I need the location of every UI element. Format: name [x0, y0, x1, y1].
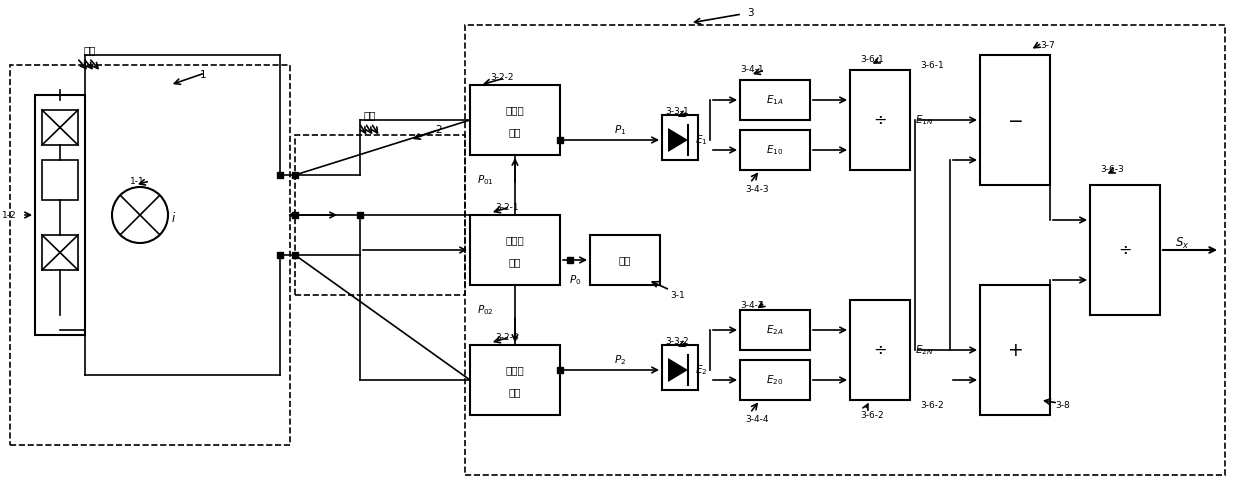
FancyBboxPatch shape: [980, 55, 1050, 185]
Bar: [291, 252, 298, 258]
FancyBboxPatch shape: [470, 85, 560, 155]
FancyBboxPatch shape: [470, 215, 560, 285]
FancyBboxPatch shape: [470, 345, 560, 415]
Polygon shape: [668, 128, 688, 152]
FancyBboxPatch shape: [740, 310, 810, 350]
Text: ÷: ÷: [873, 343, 887, 357]
Text: ÷: ÷: [873, 112, 887, 128]
Text: $P_2$: $P_2$: [614, 353, 626, 367]
Text: $E_{1A}$: $E_{1A}$: [766, 93, 784, 107]
Text: $S_x$: $S_x$: [1176, 236, 1189, 250]
FancyBboxPatch shape: [42, 110, 78, 145]
Text: 第二耦: 第二耦: [506, 105, 525, 115]
Bar: [277, 252, 283, 258]
Text: 3-1: 3-1: [670, 291, 684, 299]
Text: 合器: 合器: [508, 387, 521, 397]
Polygon shape: [668, 358, 688, 382]
Text: 第一耦: 第一耦: [506, 235, 525, 245]
Text: 3: 3: [746, 8, 754, 18]
Bar: [557, 137, 563, 143]
Text: 3-7: 3-7: [1040, 41, 1055, 50]
Text: $+$: $+$: [1007, 341, 1023, 359]
Text: 1-1: 1-1: [130, 178, 145, 187]
FancyBboxPatch shape: [849, 300, 910, 400]
Text: 3-2-3: 3-2-3: [495, 333, 518, 342]
Text: $E_{2A}$: $E_{2A}$: [766, 323, 784, 337]
FancyBboxPatch shape: [42, 160, 78, 200]
Text: 3-8: 3-8: [1055, 400, 1070, 409]
Text: $P_1$: $P_1$: [614, 123, 626, 137]
Text: 3-6-2: 3-6-2: [920, 400, 944, 409]
Bar: [557, 367, 563, 373]
Text: 3-4-1: 3-4-1: [740, 65, 764, 75]
FancyBboxPatch shape: [980, 285, 1050, 415]
Text: 振动: 振动: [363, 110, 376, 120]
Text: 光源: 光源: [619, 255, 631, 265]
Text: 第三耦: 第三耦: [506, 365, 525, 375]
Text: 3-6-1: 3-6-1: [920, 60, 944, 69]
Text: 合器: 合器: [508, 257, 521, 267]
Text: $E_2$: $E_2$: [694, 363, 707, 377]
Text: 2: 2: [435, 125, 441, 135]
Text: $-$: $-$: [1007, 110, 1023, 130]
Text: $P_0$: $P_0$: [569, 273, 582, 287]
FancyBboxPatch shape: [35, 95, 86, 335]
Text: $E_{1N}$: $E_{1N}$: [915, 113, 934, 127]
Bar: [277, 172, 283, 178]
Text: 3-3-2: 3-3-2: [665, 338, 688, 346]
Bar: [357, 212, 363, 218]
Text: 3-4-3: 3-4-3: [745, 186, 769, 195]
Text: $i$: $i$: [171, 211, 176, 225]
FancyBboxPatch shape: [590, 235, 660, 285]
Bar: [291, 172, 298, 178]
Text: $E_{20}$: $E_{20}$: [766, 373, 784, 387]
Text: 3-6-2: 3-6-2: [861, 410, 884, 419]
FancyBboxPatch shape: [662, 345, 698, 390]
Text: 合器: 合器: [508, 127, 521, 137]
Text: 3-4-2: 3-4-2: [740, 300, 764, 309]
FancyBboxPatch shape: [740, 360, 810, 400]
Text: $P_{02}$: $P_{02}$: [476, 303, 494, 317]
Bar: [567, 257, 573, 263]
Text: $P_{01}$: $P_{01}$: [476, 173, 494, 187]
Text: 3-4-4: 3-4-4: [745, 415, 769, 425]
Text: 3-2-1: 3-2-1: [495, 202, 518, 211]
FancyBboxPatch shape: [740, 80, 810, 120]
Text: $E_{2N}$: $E_{2N}$: [915, 343, 934, 357]
Text: 振动: 振动: [84, 45, 97, 55]
Text: 3-3-1: 3-3-1: [665, 107, 688, 116]
Bar: [291, 212, 298, 218]
FancyBboxPatch shape: [662, 115, 698, 160]
Text: ÷: ÷: [1118, 243, 1132, 257]
FancyBboxPatch shape: [740, 130, 810, 170]
Text: $E_{10}$: $E_{10}$: [766, 143, 784, 157]
FancyBboxPatch shape: [1090, 185, 1159, 315]
Text: $E_1$: $E_1$: [694, 133, 708, 147]
Text: 1: 1: [200, 70, 207, 80]
Text: 3-2-2: 3-2-2: [490, 72, 513, 82]
FancyBboxPatch shape: [42, 235, 78, 270]
Text: 3-6-1: 3-6-1: [861, 55, 884, 64]
Text: 3-6-3: 3-6-3: [1100, 165, 1123, 175]
Text: 1-2: 1-2: [2, 210, 16, 219]
FancyBboxPatch shape: [849, 70, 910, 170]
